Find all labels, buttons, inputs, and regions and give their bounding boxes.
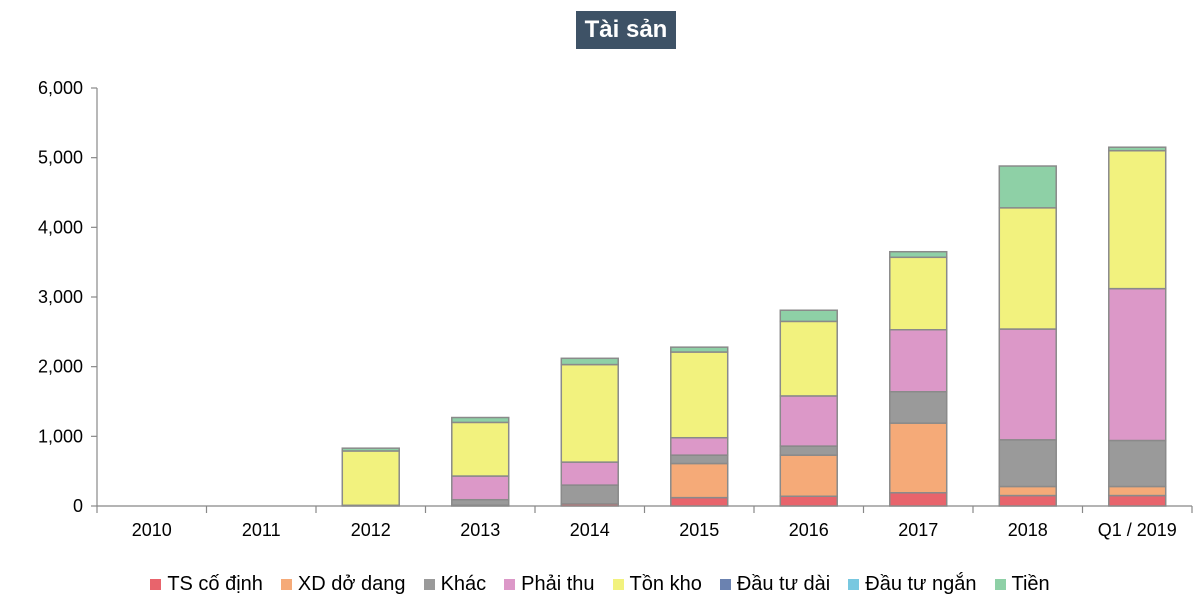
legend-swatch <box>994 578 1006 590</box>
y-tick-label: 6,000 <box>38 78 83 98</box>
x-tick-label: 2016 <box>789 520 829 540</box>
bar-segment <box>670 436 729 456</box>
bar-segment <box>889 492 948 507</box>
bar-segment <box>889 250 948 259</box>
bar-segment <box>1108 287 1167 442</box>
legend-label: TS cố định <box>167 572 263 595</box>
bar-segment <box>998 207 1057 330</box>
bar-segment <box>341 450 400 507</box>
legend-swatch <box>719 578 731 590</box>
bar-segment <box>998 485 1057 497</box>
bar-segment <box>889 390 948 424</box>
bar-segment <box>451 421 510 477</box>
bar-segment <box>560 461 619 486</box>
chart-legend: TS cố định XD dở dang Khác Phải thu Tồn kho Đ… <box>0 568 1200 600</box>
legend-swatch <box>280 578 292 590</box>
bar-segment <box>1108 439 1167 488</box>
legend-swatch <box>848 578 860 590</box>
bar-segment <box>560 357 619 366</box>
bar-segment <box>341 447 400 452</box>
legend-item: Tồn kho <box>612 572 702 596</box>
legend-item: Đầu tư dài <box>719 572 831 596</box>
legend-label: Phải thu <box>521 572 595 595</box>
bar-segment <box>779 495 838 507</box>
legend-label: Tiền <box>1011 572 1050 595</box>
legend-item: Đầu tư ngắn <box>848 572 977 596</box>
x-tick-label: 2010 <box>132 520 172 540</box>
legend-item: Khác <box>423 572 487 596</box>
y-tick-label: 3,000 <box>38 287 83 307</box>
x-tick-label: 2018 <box>1008 520 1048 540</box>
bar-segment <box>889 328 948 393</box>
y-tick-label: 2,000 <box>38 357 83 377</box>
stacked-bar-chart: 0 1,000 2,000 3,000 4,000 5,000 6,000 2010 2011 2… <box>38 78 1193 540</box>
legend-item: Tiền <box>994 572 1050 596</box>
legend-item: TS cố định <box>150 573 263 596</box>
bar-segment <box>670 496 729 507</box>
y-tick-label: 1,000 <box>38 426 83 446</box>
legend-label: Khác <box>440 572 487 595</box>
bar-segment <box>670 462 729 499</box>
bar-segment <box>451 475 510 501</box>
bar-segment <box>670 351 729 439</box>
bar-segment <box>889 256 948 331</box>
legend-swatch <box>504 578 516 590</box>
legend-label: Đầu tư dài <box>736 572 831 595</box>
legend-swatch <box>150 578 162 590</box>
bar-segment <box>670 454 729 465</box>
legend-label: Đầu tư ngắn <box>865 572 977 595</box>
x-tick-label: 2012 <box>351 520 391 540</box>
bar-segment <box>998 328 1057 441</box>
x-tick-label: 2015 <box>679 520 719 540</box>
legend-label: XD dở dang <box>297 572 406 595</box>
bar-segment <box>1108 149 1167 290</box>
bar-segment <box>779 445 838 456</box>
y-tick-label: 0 <box>73 496 83 516</box>
chart-title: Tài sản <box>576 11 676 49</box>
bar-segment <box>1108 485 1167 497</box>
bar-segment <box>1108 494 1167 507</box>
bar-segment <box>1108 146 1167 152</box>
bar-segment <box>998 165 1057 209</box>
bar-segment <box>998 494 1057 507</box>
x-tick-label: 2013 <box>460 520 500 540</box>
bar-segment <box>779 320 838 397</box>
bar-segment <box>779 309 838 323</box>
x-tick-label: 2017 <box>898 520 938 540</box>
y-tick-label: 4,000 <box>38 217 83 237</box>
bar-segment <box>451 416 510 424</box>
legend-swatch <box>612 578 624 590</box>
legend-item: Phải thu <box>504 572 595 596</box>
bar-segment <box>451 498 510 507</box>
legend-item: XD dở dang <box>280 572 406 596</box>
bar-segment <box>779 454 838 497</box>
bar-segment <box>998 439 1057 488</box>
x-tick-label: 2014 <box>570 520 610 540</box>
bar-segment <box>889 422 948 494</box>
x-tick-label: 2011 <box>242 520 281 540</box>
legend-label: Tồn kho <box>629 572 702 595</box>
bar-segment <box>560 484 619 505</box>
y-tick-label: 5,000 <box>38 148 83 168</box>
bar-segment <box>779 395 838 447</box>
x-tick-label: Q1 / 2019 <box>1098 520 1177 540</box>
bar-segment <box>560 363 619 463</box>
bar-segment <box>670 346 729 353</box>
legend-swatch <box>423 578 435 590</box>
